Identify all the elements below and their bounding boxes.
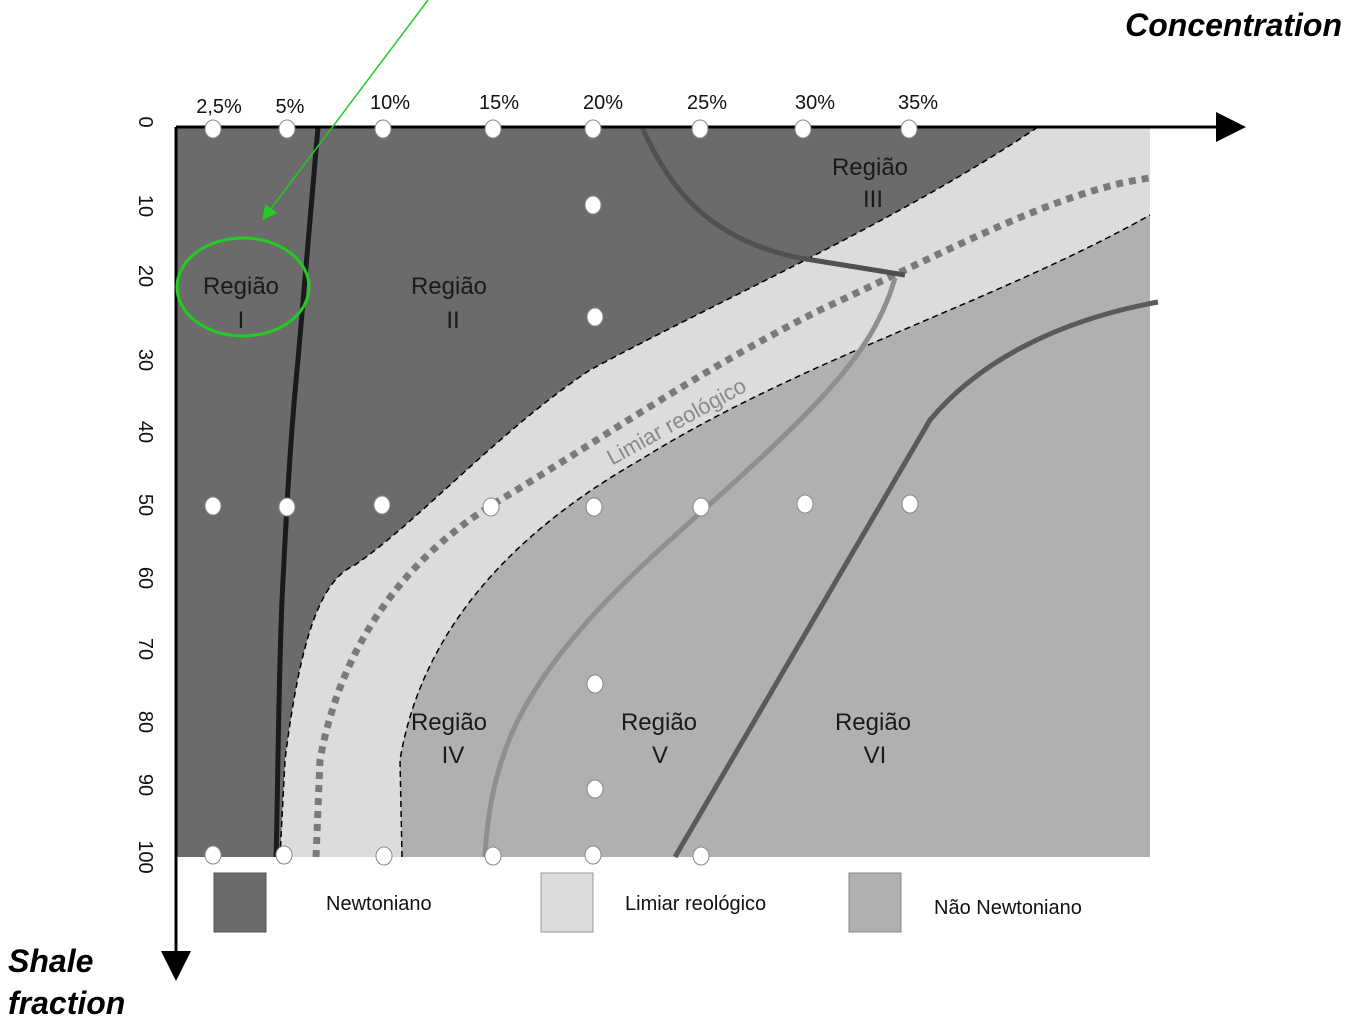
sample-point	[585, 497, 603, 517]
region-5-label: Região	[621, 709, 697, 736]
x-axis-title: Concentration	[1125, 7, 1342, 43]
sample-point	[691, 119, 709, 139]
y-tick-label: 90	[134, 774, 156, 796]
region-2-label: Região	[411, 273, 487, 300]
sample-point	[204, 119, 222, 139]
sample-point	[692, 846, 710, 866]
region-1-2-boundary	[273, 126, 321, 858]
region-1-number: I	[238, 307, 245, 334]
y-tick-label: 10	[134, 195, 156, 217]
non-newtonian-region	[400, 215, 1150, 857]
y-tick-label: 60	[134, 567, 156, 589]
x-tick-label: 15%	[479, 92, 519, 114]
sample-point	[586, 307, 604, 327]
sample-point	[278, 119, 296, 139]
y-tick-label: 50	[134, 494, 156, 516]
sample-point	[586, 779, 604, 799]
highlight-arrow	[262, 0, 429, 221]
sample-point	[482, 497, 500, 517]
region-6-number: VI	[864, 742, 887, 769]
sample-point	[584, 195, 602, 215]
legend-swatch-non-newtonian	[848, 872, 902, 933]
region-4-label: Região	[411, 709, 487, 736]
x-tick-label: 20%	[583, 92, 623, 114]
sample-point	[204, 496, 222, 516]
region-6-label: Região	[835, 709, 911, 736]
y-tick-label: 80	[134, 711, 156, 733]
region-5-number: V	[652, 742, 668, 769]
y-axis-title-line2: fraction	[8, 985, 125, 1021]
upper-boundary-dashed	[279, 126, 1039, 858]
y-axis-title-line1: Shale	[8, 943, 93, 979]
sample-point	[584, 119, 602, 139]
region-4-5-boundary	[482, 277, 898, 858]
region-4-number: IV	[442, 742, 465, 769]
x-tick-label: 5%	[276, 96, 305, 118]
y-tick-label: 40	[134, 421, 156, 443]
y-tick-label: 20	[134, 265, 156, 287]
y-tick-label: 30	[134, 349, 156, 371]
sample-point	[275, 845, 293, 865]
y-tick-labels: 0 10 20 30 40 50 60 70 80 90 100	[134, 116, 156, 873]
region-2-3-boundary	[639, 125, 906, 278]
sample-point	[692, 497, 710, 517]
sample-point	[900, 119, 918, 139]
legend-label-newtonian: Newtoniano	[326, 893, 432, 915]
sample-point	[484, 119, 502, 139]
highlight-ellipse	[175, 236, 311, 338]
sample-point	[374, 119, 392, 139]
threshold-band	[280, 127, 1150, 857]
y-tick-label: 0	[134, 116, 156, 127]
sample-point	[796, 494, 814, 514]
legend: Newtoniano Limiar reológico Não Newtonia…	[213, 872, 1082, 933]
sample-point	[375, 846, 393, 866]
y-tick-label: 70	[134, 638, 156, 660]
sample-point	[204, 845, 222, 865]
sample-point	[901, 494, 919, 514]
x-tick-label: 25%	[687, 92, 727, 114]
legend-swatch-newtonian	[213, 872, 267, 933]
legend-label-threshold: Limiar reológico	[625, 893, 766, 915]
x-tick-label: 30%	[795, 92, 835, 114]
region-3-number: III	[863, 186, 883, 213]
legend-swatch-threshold	[540, 872, 594, 933]
sample-point	[484, 846, 502, 866]
region-3-label: Região	[832, 154, 908, 181]
sample-points	[204, 119, 919, 866]
region-1-label: Região	[203, 273, 279, 300]
region-5-6-boundary	[672, 299, 1159, 859]
x-tick-labels: 2,5% 5% 10% 15% 20% 25% 30% 35%	[196, 92, 938, 118]
legend-label-non-newtonian: Não Newtoniano	[934, 897, 1082, 919]
x-tick-label: 35%	[898, 92, 938, 114]
sample-point	[586, 674, 604, 694]
x-tick-label: 2,5%	[196, 96, 242, 118]
rheological-threshold-line	[312, 174, 1151, 858]
sample-point	[584, 845, 602, 865]
sample-point	[794, 119, 812, 139]
sample-point	[278, 497, 296, 517]
y-tick-label: 100	[134, 840, 156, 873]
region-2-number: II	[446, 307, 459, 334]
sample-point	[373, 495, 391, 515]
lower-boundary-dashed	[399, 214, 1151, 858]
x-tick-label: 10%	[370, 92, 410, 114]
